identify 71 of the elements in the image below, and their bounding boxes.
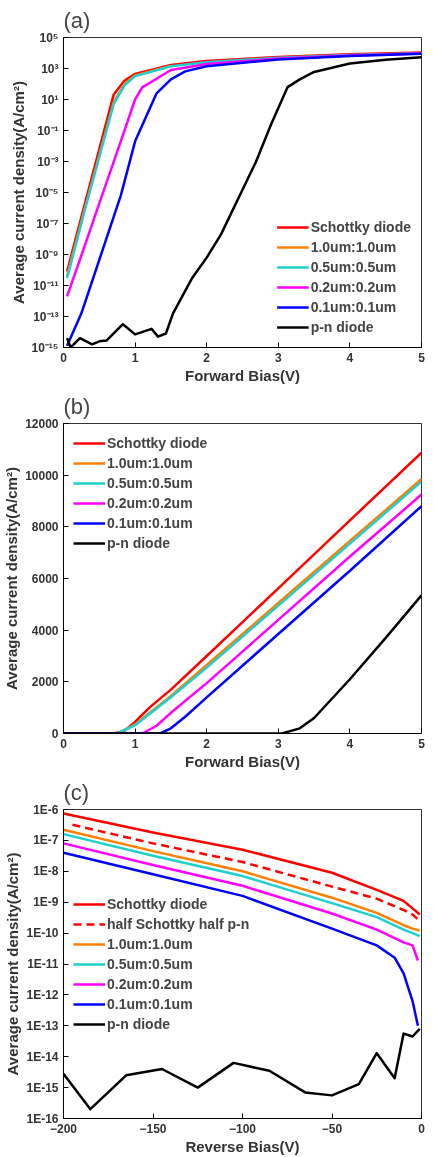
x-tick-label: 5 (418, 350, 426, 365)
x-axis-title: Forward Bias(V) (184, 366, 301, 384)
y-tick-label: 1E-16 (26, 1111, 59, 1126)
x-tick-label: 3 (274, 350, 282, 365)
y-tick-label: 1E-7 (33, 833, 59, 848)
legend-label: Schottky diode (310, 219, 411, 235)
x-axis-title: Forward Bias(V) (184, 752, 301, 770)
x-tick-label: 5 (418, 736, 426, 751)
y-tick-label: 1E-12 (26, 987, 59, 1002)
y-tick-label: 1E-8 (33, 864, 59, 879)
legend-label: Schottky diode (107, 895, 208, 912)
x-tick-label: 2 (203, 350, 211, 365)
y-tick-label: 10⁻¹ (37, 123, 59, 138)
legend-label: 0.2um:0.2um (310, 279, 397, 295)
legend-label: p-n diode (107, 535, 170, 551)
y-tick-label: 1E-9 (33, 895, 59, 910)
legend-label: 0.2um:0.2um (107, 495, 193, 511)
y-tick-label: 10¹ (41, 92, 59, 107)
y-tick-label: 10⁻³ (37, 154, 59, 169)
legend-label: 1.0um:1.0um (107, 455, 193, 471)
legend-label: 0.1um:0.1um (107, 515, 193, 531)
y-tick-label: 1E-13 (26, 1018, 59, 1033)
legend-label: 1.0um:1.0um (310, 239, 397, 255)
y-axis-title: Average current density(A/cm²) (9, 81, 27, 304)
y-tick-label: 10⁻⁷ (36, 216, 59, 231)
y-tick-label: 10⁻¹³ (33, 309, 59, 324)
y-tick-label: 1E-11 (27, 957, 59, 971)
legend-label: 1.0um:1.0um (107, 935, 193, 952)
y-tick-label: 10³ (41, 61, 59, 76)
x-tick-label: −50 (321, 1121, 343, 1136)
x-tick-label: 0 (418, 1121, 426, 1136)
legend-label: p-n diode (310, 319, 374, 335)
y-tick-label: 1E-14 (26, 1049, 59, 1064)
legend-label: 0.5um:0.5um (310, 259, 397, 275)
legend-label: half Schottky half p-n (107, 915, 250, 932)
y-tick-label: 0 (51, 727, 59, 741)
legend-label: p-n diode (107, 1015, 170, 1032)
chart-title: (c) (63, 779, 90, 805)
y-tick-label: 4000 (31, 623, 59, 638)
legend-label: Schottky diode (107, 435, 208, 451)
x-tick-label: −150 (139, 1121, 167, 1136)
chart-title: (a) (63, 7, 91, 33)
legend-label: 0.5um:0.5um (107, 955, 193, 972)
legend-label: 0.1um:0.1um (310, 299, 397, 315)
y-tick-label: 10⁻¹⁵ (31, 340, 59, 355)
y-tick-label: 10⁻⁵ (35, 185, 59, 200)
y-tick-label: 10⁻⁹ (35, 247, 59, 262)
y-tick-label: 1E-15 (26, 1080, 59, 1095)
x-tick-label: 4 (346, 350, 354, 365)
y-tick-label: 8000 (31, 520, 59, 535)
y-axis-title: Average current density(A/cm²) (4, 852, 22, 1076)
y-tick-label: 6000 (31, 572, 59, 586)
x-tick-label: 1 (131, 736, 139, 751)
y-tick-label: 10000 (25, 468, 59, 483)
x-tick-label: 2 (203, 736, 211, 751)
y-tick-label: 10⁵ (39, 30, 59, 45)
y-tick-label: 10⁻¹¹ (33, 278, 59, 293)
chart-title: (b) (63, 393, 91, 419)
legend-label: 0.1um:0.1um (107, 995, 193, 1012)
y-tick-label: 2000 (31, 675, 59, 690)
x-axis-title: Reverse Bias(V) (185, 1137, 300, 1155)
x-tick-label: 3 (274, 736, 282, 751)
legend-label: 0.2um:0.2um (107, 975, 193, 992)
y-tick-label: 1E-10 (26, 926, 59, 941)
legend-label: 0.5um:0.5um (107, 475, 193, 491)
y-tick-label: 12000 (25, 417, 59, 431)
x-tick-label: −100 (228, 1121, 257, 1136)
x-tick-label: 1 (131, 350, 139, 365)
x-tick-label: 4 (346, 736, 354, 751)
y-tick-label: 1E-6 (33, 802, 59, 817)
y-axis-title: Average current density(A/cm²) (3, 467, 21, 690)
